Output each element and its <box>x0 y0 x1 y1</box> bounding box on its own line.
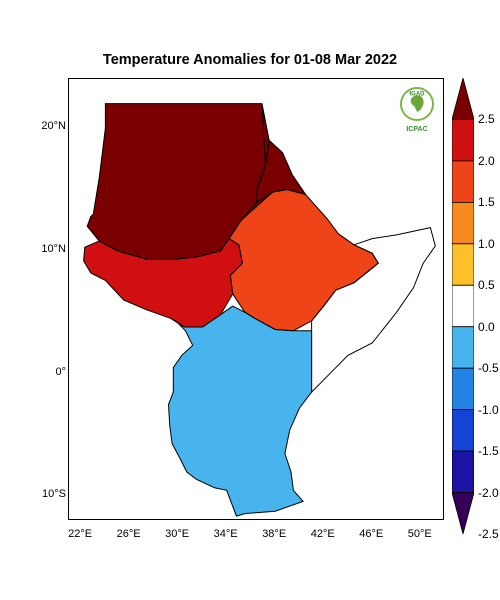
legend-level-label: 2.0 <box>478 153 495 168</box>
legend-level-label: 0.0 <box>478 319 495 334</box>
lat-tick-label: 10°N <box>41 242 66 255</box>
legend-color-band <box>452 119 474 162</box>
lon-tick-label: 26°E <box>116 528 141 540</box>
legend-level-label: -2.0 <box>478 485 499 500</box>
anomaly-region <box>168 306 312 517</box>
country-borders <box>83 103 436 517</box>
map-canvas <box>83 103 436 517</box>
logo-bottom-text: ICPAC <box>406 126 427 133</box>
legend-color-band <box>452 160 474 203</box>
igad-icpac-logo: IGAD ICPAC <box>400 87 434 133</box>
lon-tick-label: 30°E <box>165 528 190 540</box>
legend-color-band <box>452 326 474 369</box>
lon-tick-label: 46°E <box>359 528 384 540</box>
lat-tick-label: 0° <box>55 365 66 378</box>
legend-level-label: 2.5 <box>478 112 495 127</box>
anomaly-region <box>83 238 243 327</box>
legend-level-label: 1.0 <box>478 236 495 251</box>
legend-level-label: -1.5 <box>478 444 499 459</box>
lon-tick-label: 22°E <box>68 528 93 540</box>
legend-color-band <box>452 201 474 245</box>
legend-color-band <box>452 409 474 452</box>
legend-color-band <box>452 243 474 286</box>
border-line <box>167 305 313 517</box>
legend-level-label: -1.0 <box>478 402 499 417</box>
legend-color-band <box>452 284 474 328</box>
chart-title: Temperature Anomalies for 01-08 Mar 2022 <box>102 52 398 68</box>
lon-tick-label: 42°E <box>310 528 335 540</box>
lon-tick-label: 38°E <box>262 528 287 540</box>
border-line <box>240 103 307 221</box>
lat-tick-label: 20°N <box>41 120 66 133</box>
lon-tick-label: 50°E <box>407 528 432 540</box>
anomaly-region <box>87 103 270 260</box>
anomaly-region <box>311 227 436 393</box>
legend-level-label: 0.5 <box>478 278 495 293</box>
map-panel <box>68 78 444 520</box>
legend-level-label: -2.5 <box>478 527 499 541</box>
legend-level-label: 1.5 <box>478 195 495 210</box>
legend-color-band <box>452 450 474 493</box>
legend-color-band <box>452 78 474 120</box>
lat-tick-label: 10°S <box>42 488 66 501</box>
anomaly-region <box>229 189 379 331</box>
legend-color-band <box>452 492 474 534</box>
anomaly-field <box>83 103 436 517</box>
border-line <box>311 227 436 394</box>
color-legend-bar <box>452 78 474 534</box>
lon-tick-label: 34°E <box>213 528 238 540</box>
logo-top-text: IGAD <box>410 92 426 98</box>
legend-color-band <box>452 367 474 411</box>
legend-level-label: -0.5 <box>478 361 499 376</box>
